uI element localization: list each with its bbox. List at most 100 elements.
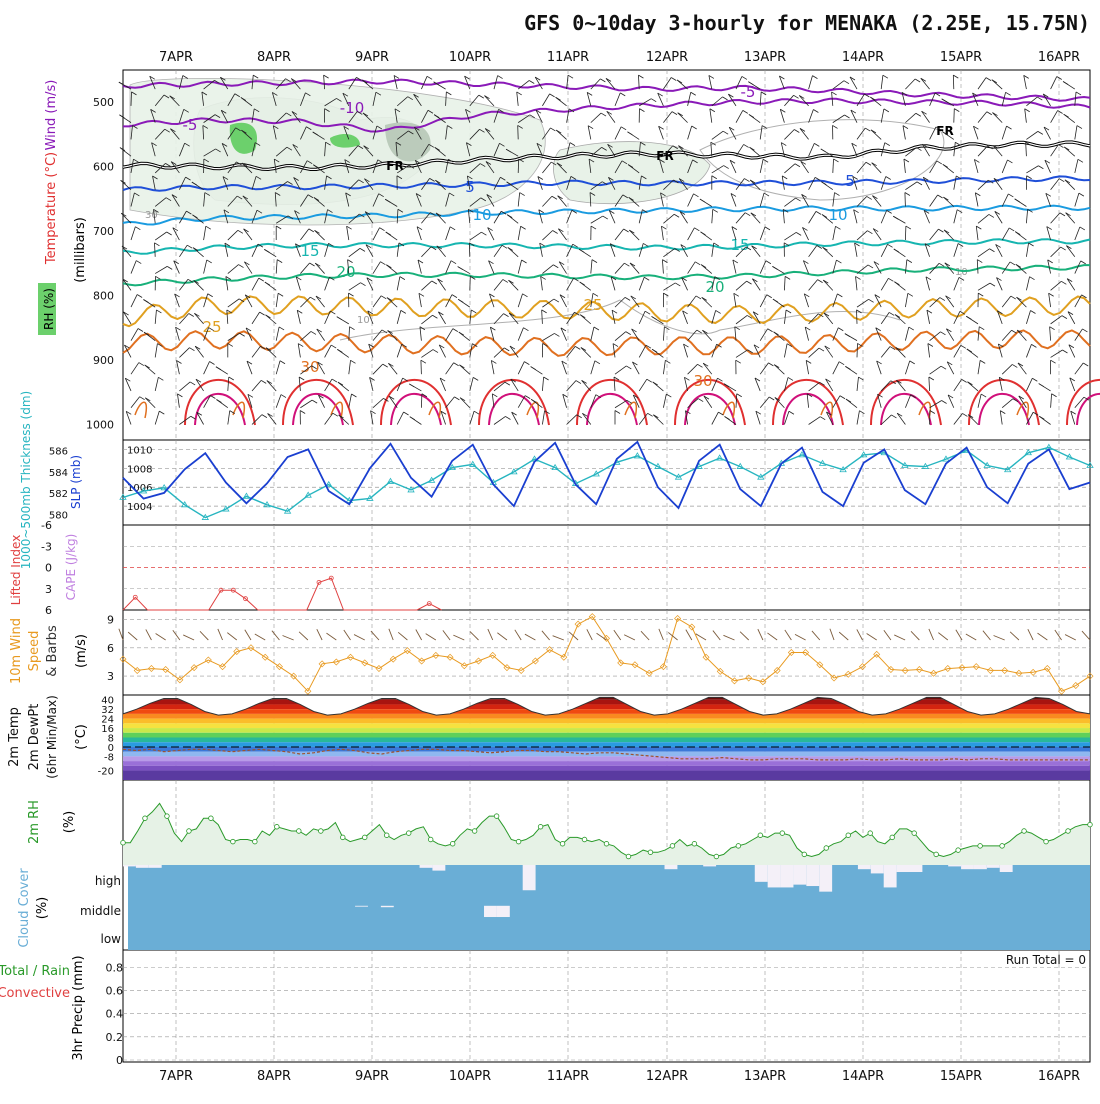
wind-barb-flag bbox=[938, 229, 943, 232]
wind-barb-flag bbox=[961, 345, 966, 348]
wind-barb-flag bbox=[517, 92, 522, 95]
pressure-tick: 1000 bbox=[86, 419, 114, 432]
wind-barb bbox=[760, 193, 764, 206]
wind-barb bbox=[978, 283, 990, 290]
cloud-high-gap bbox=[793, 865, 806, 885]
wind-barb-flag bbox=[957, 210, 962, 213]
wind-barb-flag bbox=[867, 231, 872, 234]
wind-barb-flag bbox=[916, 113, 921, 116]
wind-barb bbox=[1075, 227, 1080, 240]
lifted-tick: 0 bbox=[45, 562, 52, 575]
wind-barb bbox=[833, 81, 844, 89]
wind-barb bbox=[905, 395, 910, 408]
wind-barb bbox=[183, 635, 194, 640]
rh2m-point bbox=[428, 837, 433, 842]
wind-barb-flag bbox=[253, 75, 258, 78]
wind-barb-flag bbox=[980, 360, 985, 363]
lifted-tick: 6 bbox=[45, 604, 52, 617]
wind-barb-flag bbox=[796, 232, 801, 235]
rh-label: RH (%) bbox=[42, 288, 56, 330]
wind-barb-flag bbox=[894, 282, 899, 285]
precip-tick: 0.2 bbox=[106, 1031, 124, 1044]
wind-barb bbox=[517, 92, 518, 106]
wind-barb bbox=[629, 230, 639, 240]
wind-barb bbox=[542, 310, 543, 324]
wind-barb-flag bbox=[694, 228, 699, 231]
temp-band bbox=[123, 756, 1090, 761]
rh2m-point bbox=[121, 840, 126, 845]
cloud-unit: (%) bbox=[35, 897, 50, 920]
wind-barb-flag bbox=[626, 332, 631, 335]
wind-barb bbox=[344, 630, 351, 640]
wind-barb-flag bbox=[868, 265, 873, 268]
wind-barb bbox=[795, 634, 806, 640]
wind-barb-flag bbox=[154, 243, 159, 246]
date-label-bottom: 11APR bbox=[547, 1069, 589, 1084]
wind-barb bbox=[325, 277, 330, 290]
wind-barb-flag bbox=[837, 294, 842, 297]
wind-barb bbox=[228, 265, 239, 274]
lifted-line bbox=[307, 578, 344, 610]
wind-barb bbox=[758, 629, 763, 640]
wind-barb bbox=[630, 263, 639, 274]
wind-barb-flag bbox=[531, 367, 536, 370]
rh2m-point bbox=[758, 833, 763, 838]
wind-barb-flag bbox=[210, 395, 215, 398]
wind-barb bbox=[639, 379, 647, 391]
wind-barb bbox=[1075, 329, 1083, 341]
wind-barb-flag bbox=[1038, 131, 1043, 134]
wind-barb bbox=[276, 293, 278, 307]
wind-barb bbox=[155, 310, 156, 324]
wind-barb bbox=[688, 228, 695, 240]
wind-barb-flag bbox=[785, 276, 790, 279]
wind-barb bbox=[1051, 394, 1052, 408]
wind-barb bbox=[760, 295, 767, 307]
wind-barb bbox=[518, 226, 520, 240]
wind-barb-flag bbox=[576, 381, 581, 384]
wind-barb-flag bbox=[262, 415, 267, 418]
wind-barb-flag bbox=[813, 109, 818, 112]
date-label-bottom: 16APR bbox=[1038, 1069, 1080, 1084]
pressure-tick: 800 bbox=[93, 290, 114, 303]
wind-barb-flag bbox=[1051, 360, 1056, 363]
wind-barb-flag bbox=[846, 399, 851, 402]
wind-barb bbox=[760, 126, 762, 140]
wind-barb-flag bbox=[954, 109, 959, 112]
wind-barb bbox=[227, 310, 228, 324]
lifted-line bbox=[417, 604, 442, 610]
wind-barb-flag bbox=[479, 95, 484, 98]
wind-barb bbox=[228, 411, 230, 425]
wind-barb-flag bbox=[556, 97, 561, 100]
wind-barb bbox=[569, 632, 578, 640]
wind-barb-flag bbox=[939, 263, 944, 266]
wind-barb bbox=[1075, 363, 1083, 374]
wind-barb-flag bbox=[409, 384, 414, 387]
wind-barb-flag bbox=[962, 413, 967, 416]
wind-barb bbox=[663, 112, 672, 123]
wind-barb-flag bbox=[1006, 92, 1011, 95]
wind-barb-flag bbox=[601, 113, 606, 116]
wind-barb bbox=[588, 126, 591, 140]
wind-barb bbox=[857, 629, 863, 640]
wind-barb bbox=[659, 629, 663, 640]
wind-barb bbox=[688, 92, 691, 106]
wind-barb-flag bbox=[1032, 378, 1037, 381]
temp-band bbox=[123, 742, 1090, 747]
wind-barb-flag bbox=[888, 278, 893, 281]
wind-barb-flag bbox=[981, 394, 986, 397]
wind-barb bbox=[373, 364, 383, 374]
wind-barb bbox=[857, 162, 866, 173]
wind-barb bbox=[419, 293, 421, 307]
wind-barb-flag bbox=[928, 344, 933, 347]
wind-barb bbox=[662, 260, 663, 274]
thickness-tick: 586 bbox=[49, 447, 68, 458]
chart-title: GFS 0~10day 3-hourly for MENAKA (2.25E, … bbox=[524, 11, 1090, 35]
wind-barb bbox=[857, 411, 859, 425]
rh2m-point bbox=[934, 852, 939, 857]
temp-band bbox=[123, 719, 1090, 724]
wind-barb-flag bbox=[276, 226, 281, 229]
wind-barb bbox=[954, 311, 960, 324]
wind-barb bbox=[1046, 193, 1051, 206]
